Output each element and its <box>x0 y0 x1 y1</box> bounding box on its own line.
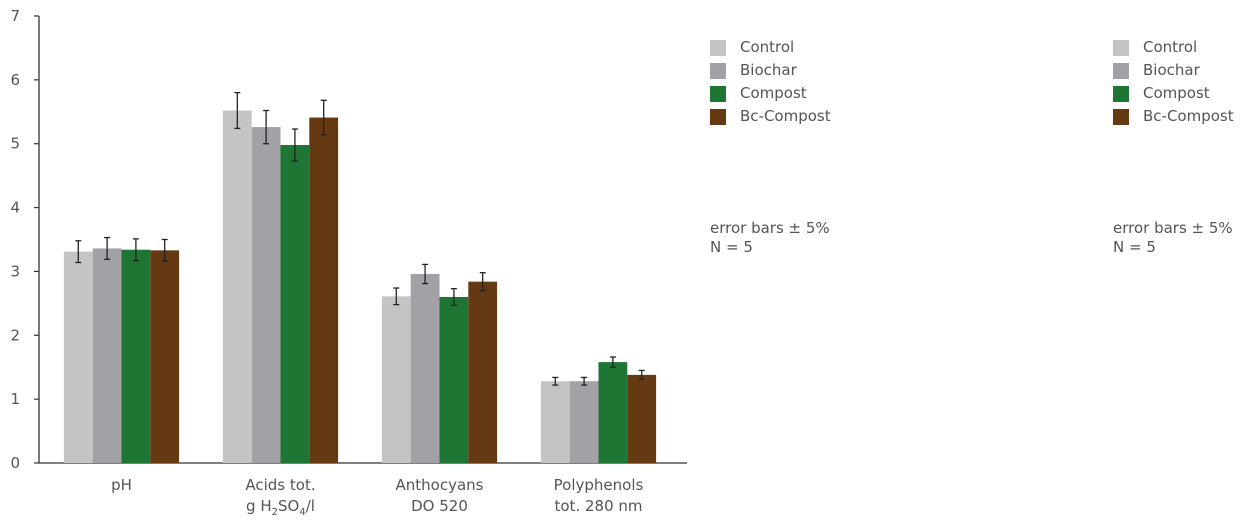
bar-bc-compost <box>468 281 498 463</box>
bar-compost <box>280 144 310 463</box>
x-tick-label: pH <box>111 476 132 494</box>
bar-chart: 0 1 2 3 4 5 6 7 pH Acids tot. g H2SO4/l Anthocyans D… <box>10 7 687 518</box>
legend-swatch <box>710 85 726 102</box>
legend-swatch <box>710 39 726 56</box>
bar-compost <box>121 249 151 463</box>
bar-biochar <box>251 127 281 464</box>
sample-size-note: N = 5 <box>1113 238 1156 256</box>
y-tick-label: 4 <box>10 199 20 217</box>
legend-label: Compost <box>1143 84 1210 102</box>
legend-item-biochar: Biochar <box>1113 59 1234 82</box>
legend-label: Biochar <box>740 61 797 79</box>
legend-item-biochar: Biochar <box>710 59 831 82</box>
y-tick-label: 7 <box>10 7 20 25</box>
note-left: error bars ± 5% N = 5 <box>710 219 830 257</box>
error-bars-note: error bars ± 5% <box>1113 219 1233 237</box>
y-tick-label: 6 <box>10 71 20 89</box>
legend-swatch <box>710 108 726 125</box>
bar-compost <box>439 296 469 463</box>
legend-right: Control Biochar Compost Bc-Compost <box>1113 36 1234 128</box>
legend-label: Bc-Compost <box>1143 107 1234 125</box>
bar-biochar <box>569 381 599 463</box>
legend-item-compost: Compost <box>710 82 831 105</box>
bar-control <box>63 251 93 463</box>
legend-swatch <box>1113 85 1129 102</box>
legend-swatch <box>1113 108 1129 125</box>
bar-control <box>540 381 570 463</box>
bar-biochar <box>92 248 122 463</box>
legend-item-control: Control <box>1113 36 1234 59</box>
legend-label: Control <box>1143 38 1198 56</box>
bar-bc-compost <box>627 374 657 463</box>
legend-item-bc-compost: Bc-Compost <box>710 105 831 128</box>
legend-label: Compost <box>740 84 807 102</box>
y-tick-label: 5 <box>10 135 20 153</box>
y-tick-label: 2 <box>10 326 20 344</box>
legend-swatch <box>1113 62 1129 79</box>
x-tick-label: g H2SO4/l <box>246 497 315 518</box>
legend-left: Control Biochar Compost Bc-Compost <box>710 36 831 128</box>
error-bars-note: error bars ± 5% <box>710 219 830 237</box>
y-tick-label: 1 <box>10 390 20 408</box>
bar-control <box>381 296 411 463</box>
legend-item-bc-compost: Bc-Compost <box>1113 105 1234 128</box>
bar-compost <box>598 362 628 463</box>
legend-label: Bc-Compost <box>740 107 831 125</box>
y-tick-label: 0 <box>10 454 20 472</box>
bar-bc-compost <box>309 117 339 463</box>
legend-item-compost: Compost <box>1113 82 1234 105</box>
x-tick-label: Acids tot. <box>245 476 315 494</box>
bar-bc-compost <box>150 250 180 463</box>
note-right: error bars ± 5% N = 5 <box>1113 219 1233 257</box>
legend-label: Control <box>740 38 795 56</box>
y-tick-label: 3 <box>10 262 20 280</box>
legend-label: Biochar <box>1143 61 1200 79</box>
bar-biochar <box>410 273 440 463</box>
sample-size-note: N = 5 <box>710 238 753 256</box>
x-tick-label: DO 520 <box>411 497 468 515</box>
x-tick-label: Anthocyans <box>396 476 484 494</box>
x-tick-label: tot. 280 nm <box>555 497 643 515</box>
legend-swatch <box>710 62 726 79</box>
x-tick-label: Polyphenols <box>554 476 644 494</box>
bar-control <box>222 110 252 463</box>
legend-swatch <box>1113 39 1129 56</box>
legend-item-control: Control <box>710 36 831 59</box>
